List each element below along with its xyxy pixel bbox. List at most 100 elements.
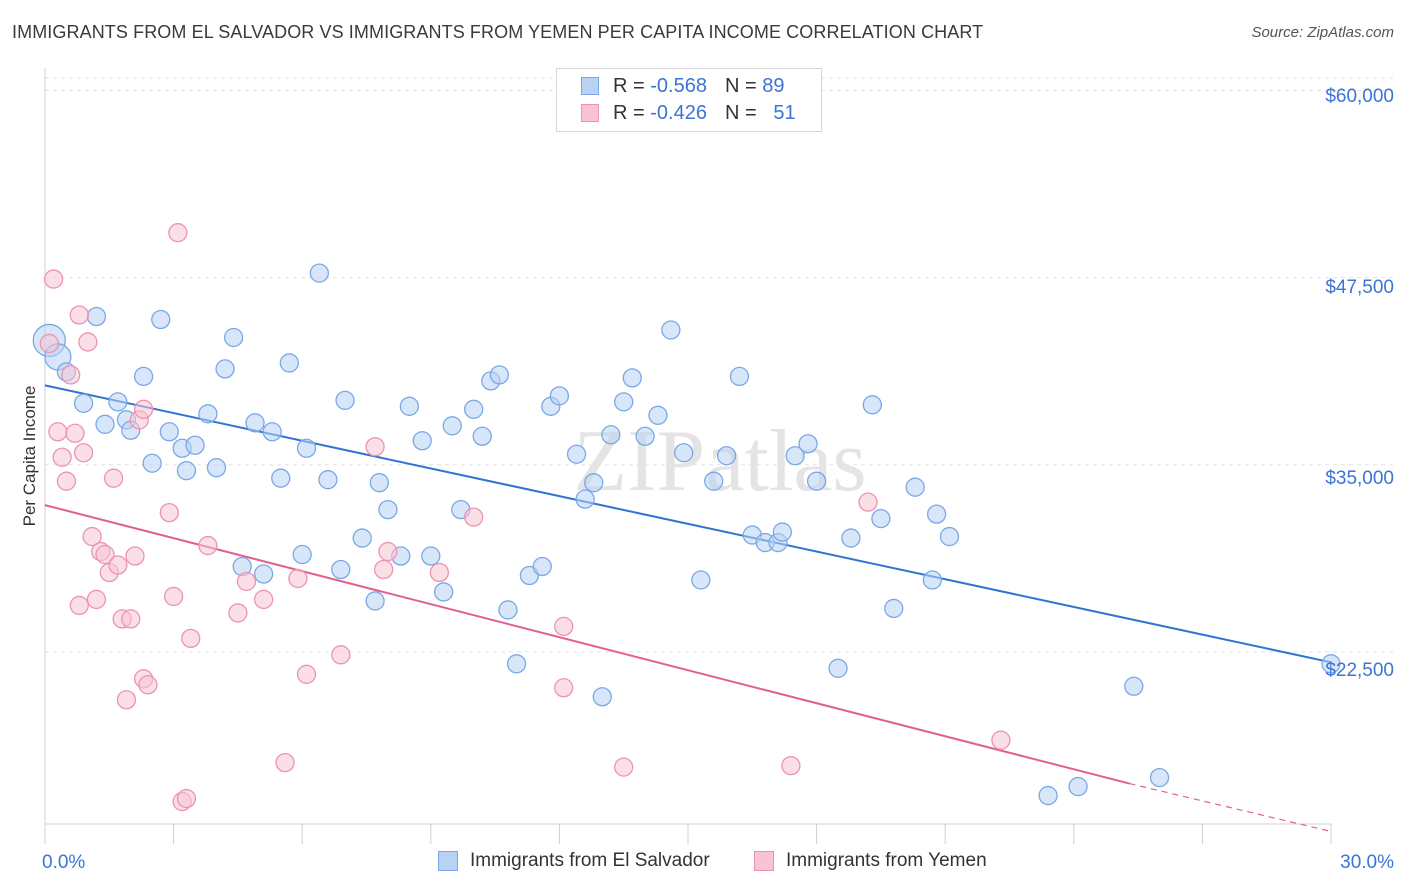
point-el-salvador	[601, 425, 621, 445]
point-yemen	[103, 468, 124, 488]
point-el-salvador	[828, 658, 848, 678]
point-el-salvador	[716, 446, 737, 466]
point-yemen	[159, 502, 179, 523]
point-yemen	[236, 571, 257, 592]
point-el-salvador	[292, 544, 312, 565]
point-yemen	[253, 589, 274, 610]
legend-label: Immigrants from Yemen	[786, 850, 987, 871]
point-yemen	[554, 678, 574, 698]
point-yemen	[464, 507, 484, 527]
point-yemen	[65, 423, 85, 443]
point-el-salvador	[1038, 785, 1058, 806]
point-yemen	[228, 603, 248, 623]
point-el-salvador	[279, 353, 299, 373]
point-el-salvador	[73, 393, 94, 413]
point-el-salvador	[86, 306, 107, 327]
r-label: R =	[613, 74, 645, 97]
point-el-salvador	[318, 470, 338, 490]
point-yemen	[86, 589, 107, 610]
point-yemen	[378, 541, 398, 562]
point-el-salvador	[498, 600, 518, 620]
n-label: N =	[724, 74, 757, 97]
point-el-salvador	[489, 365, 510, 385]
point-el-salvador	[1149, 767, 1170, 788]
point-el-salvador	[352, 528, 372, 548]
point-yemen	[125, 546, 145, 566]
point-el-salvador	[399, 396, 420, 416]
point-yemen	[116, 690, 137, 710]
point-yemen	[781, 755, 801, 776]
chart-title: IMMIGRANTS FROM EL SALVADOR VS IMMIGRANT…	[12, 22, 984, 42]
point-el-salvador	[1124, 676, 1144, 696]
point-el-salvador	[296, 438, 317, 458]
point-el-salvador	[206, 458, 227, 478]
point-el-salvador	[506, 654, 527, 674]
legend-swatch-blue	[581, 77, 599, 95]
point-yemen	[82, 526, 102, 547]
point-el-salvador	[108, 392, 128, 412]
correlation-legend: R = -0.568 N = 89 R = -0.426 N = 51	[556, 68, 822, 132]
point-el-salvador	[729, 366, 750, 387]
axes	[44, 68, 1332, 844]
point-el-salvador	[215, 359, 235, 379]
point-el-salvador	[464, 399, 484, 419]
trend-lines	[44, 384, 1332, 833]
point-yemen	[95, 544, 115, 565]
point-el-salvador	[434, 582, 454, 602]
point-yemen	[121, 609, 141, 629]
y-tick-22500: $22,500	[1325, 660, 1394, 681]
point-yemen	[288, 568, 308, 589]
y-tick-47500: $47,500	[1325, 277, 1394, 298]
point-yemen	[52, 447, 72, 467]
point-el-salvador	[223, 327, 244, 348]
point-yemen	[69, 595, 89, 616]
point-el-salvador	[309, 263, 329, 283]
r-value: -0.568	[650, 74, 707, 97]
point-yemen	[56, 471, 77, 491]
point-el-salvador	[704, 471, 724, 491]
point-yemen	[69, 305, 89, 325]
bottom-legend-el-salvador: Immigrants from El Salvador	[438, 850, 710, 872]
point-yemen	[275, 752, 295, 773]
point-el-salvador	[635, 426, 655, 446]
legend-swatch-pink	[754, 851, 774, 871]
point-yemen	[133, 399, 154, 419]
point-el-salvador	[806, 471, 827, 491]
point-el-salvador	[421, 546, 441, 566]
point-yemen	[61, 365, 81, 385]
legend-label: Immigrants from El Salvador	[470, 850, 710, 871]
point-el-salvador	[622, 368, 642, 388]
point-el-salvador	[412, 431, 432, 451]
point-el-salvador	[142, 453, 162, 473]
point-yemen	[373, 559, 394, 580]
point-yemen	[163, 586, 184, 607]
point-el-salvador	[939, 526, 960, 547]
point-yemen	[429, 562, 450, 583]
point-yemen	[858, 492, 878, 512]
point-el-salvador	[566, 444, 587, 464]
point-el-salvador	[862, 395, 882, 415]
point-yemen	[39, 333, 59, 354]
point-el-salvador	[185, 435, 205, 455]
data-points	[32, 223, 1341, 812]
n-value: 51	[773, 101, 796, 124]
point-el-salvador	[532, 556, 552, 577]
point-el-salvador	[592, 687, 612, 707]
point-yemen	[296, 664, 317, 684]
point-el-salvador	[271, 468, 291, 488]
trend-extension-yemen	[1129, 782, 1332, 833]
point-el-salvador	[472, 426, 492, 446]
point-el-salvador	[1321, 654, 1341, 674]
point-yemen	[78, 332, 98, 352]
point-el-salvador	[661, 320, 681, 340]
point-el-salvador	[198, 404, 218, 424]
point-el-salvador	[335, 390, 355, 410]
point-el-salvador	[253, 564, 274, 584]
point-yemen	[73, 443, 94, 463]
point-el-salvador	[691, 570, 711, 590]
point-el-salvador	[95, 414, 115, 434]
point-el-salvador	[926, 504, 947, 524]
n-value: 89	[762, 74, 785, 97]
point-yemen	[168, 223, 188, 243]
